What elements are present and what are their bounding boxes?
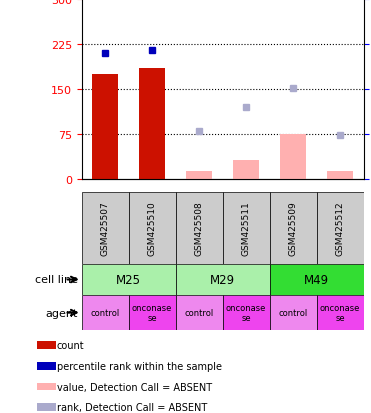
Text: onconase
se: onconase se bbox=[132, 303, 172, 323]
Text: GSM425508: GSM425508 bbox=[195, 201, 204, 256]
Text: value, Detection Call = ABSENT: value, Detection Call = ABSENT bbox=[56, 382, 211, 392]
Bar bbox=[327, 172, 353, 180]
Bar bbox=[233, 161, 259, 180]
Bar bbox=[316, 192, 364, 264]
Text: cell line: cell line bbox=[35, 275, 78, 285]
Bar bbox=[175, 192, 223, 264]
Bar bbox=[270, 295, 316, 330]
Text: M49: M49 bbox=[304, 273, 329, 286]
Bar bbox=[186, 171, 212, 180]
Text: GSM425507: GSM425507 bbox=[101, 201, 109, 256]
Bar bbox=[270, 192, 316, 264]
Bar bbox=[36, 362, 56, 370]
Bar bbox=[92, 75, 118, 180]
Bar bbox=[36, 383, 56, 390]
Text: onconase
se: onconase se bbox=[226, 303, 266, 323]
Bar bbox=[139, 69, 165, 180]
Text: GSM425510: GSM425510 bbox=[148, 201, 157, 256]
Text: control: control bbox=[184, 309, 214, 317]
Text: M29: M29 bbox=[210, 273, 235, 286]
Text: onconase
se: onconase se bbox=[320, 303, 360, 323]
Bar bbox=[280, 135, 306, 180]
Bar bbox=[223, 192, 270, 264]
Text: rank, Detection Call = ABSENT: rank, Detection Call = ABSENT bbox=[56, 402, 207, 412]
Text: control: control bbox=[279, 309, 308, 317]
Text: percentile rank within the sample: percentile rank within the sample bbox=[56, 361, 221, 371]
Text: agent: agent bbox=[46, 308, 78, 318]
Bar bbox=[270, 264, 364, 295]
Text: GSM425512: GSM425512 bbox=[336, 201, 345, 255]
Bar bbox=[316, 295, 364, 330]
Bar bbox=[82, 192, 129, 264]
Text: count: count bbox=[56, 340, 84, 350]
Bar bbox=[36, 404, 56, 411]
Text: control: control bbox=[91, 309, 120, 317]
Bar bbox=[175, 295, 223, 330]
Bar bbox=[129, 295, 175, 330]
Bar bbox=[175, 264, 270, 295]
Text: GSM425511: GSM425511 bbox=[242, 201, 250, 256]
Text: GSM425509: GSM425509 bbox=[289, 201, 298, 256]
Bar bbox=[223, 295, 270, 330]
Bar bbox=[36, 342, 56, 349]
Bar bbox=[129, 192, 175, 264]
Text: M25: M25 bbox=[116, 273, 141, 286]
Bar bbox=[82, 295, 129, 330]
Bar bbox=[82, 264, 175, 295]
